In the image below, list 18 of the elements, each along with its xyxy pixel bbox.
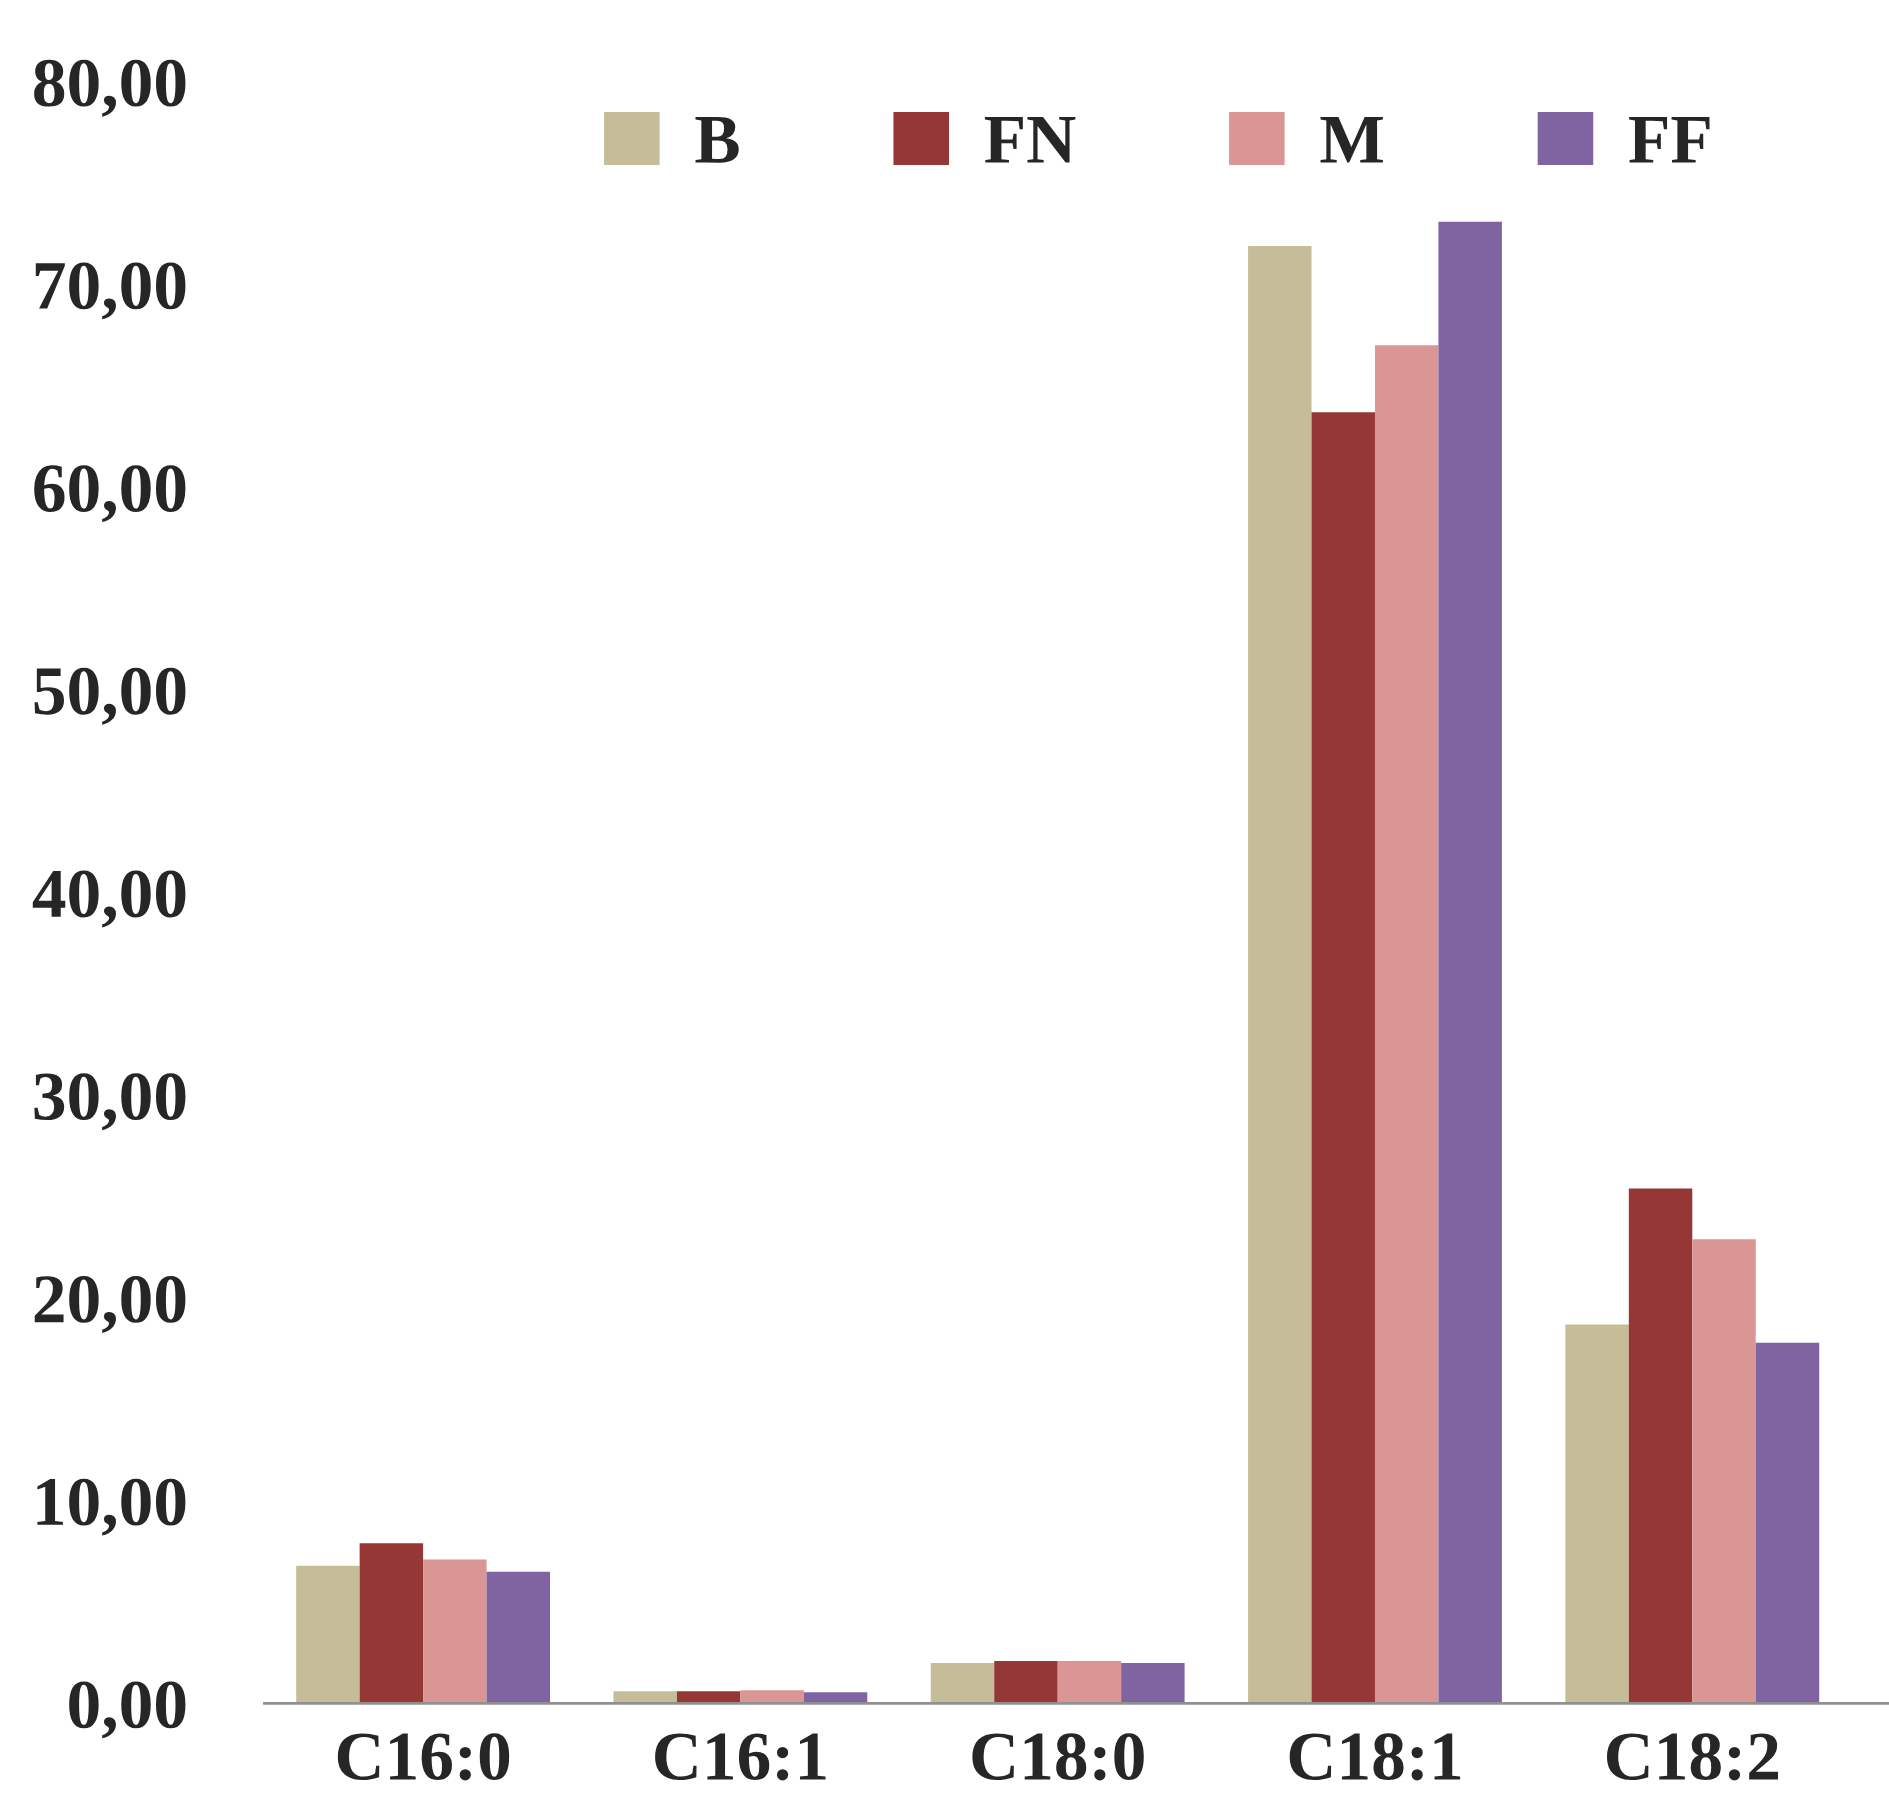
x-tick-label: C16:0 <box>337 1733 510 1781</box>
y-tick-label: 70,00 <box>35 262 186 320</box>
y-tick-label: 30,00 <box>34 1073 186 1131</box>
x-tick-label: C18:0 <box>972 1733 1144 1781</box>
y-tick-label: 60,00 <box>34 465 186 523</box>
legend-label: FF <box>1629 117 1710 163</box>
y-tick-label: 40,00 <box>32 870 186 928</box>
x-tick-label: C18:2 <box>1606 1733 1779 1781</box>
legend-label: B <box>695 117 739 163</box>
x-tick-label: C16:1 <box>655 1733 826 1781</box>
y-tick-label: 20,00 <box>34 1275 186 1333</box>
y-tick-label: 10,00 <box>37 1478 186 1536</box>
x-tick-label: C18:1 <box>1289 1733 1461 1781</box>
legend-label: FN <box>984 117 1076 163</box>
legend-label: M <box>1320 117 1383 163</box>
y-tick-label: 0,00 <box>69 1681 186 1739</box>
y-tick-label: 80,00 <box>34 59 186 117</box>
y-tick-label: 50,00 <box>34 667 186 725</box>
